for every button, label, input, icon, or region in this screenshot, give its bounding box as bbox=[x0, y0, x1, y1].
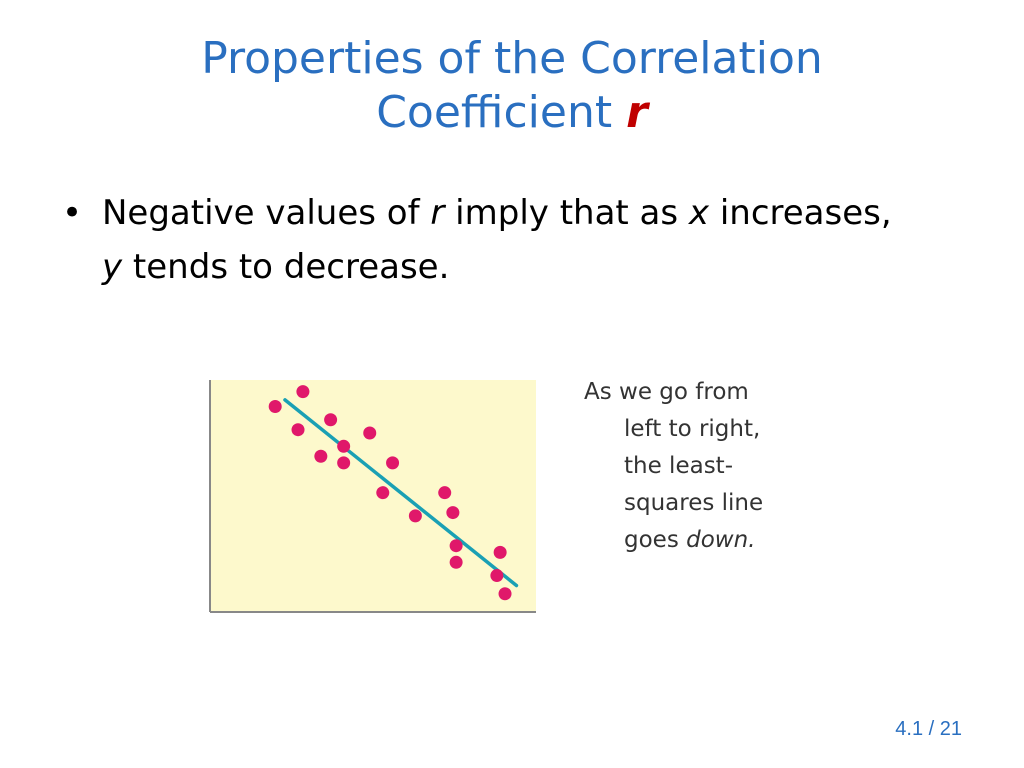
bullet-var-r: r bbox=[430, 193, 445, 233]
caption-line-2: left to right, bbox=[624, 416, 761, 442]
slide-number: 4.1 / 21 bbox=[895, 718, 962, 740]
caption-line-1: As we go from bbox=[584, 379, 749, 405]
title-line-1: Properties of the Correlation bbox=[201, 33, 823, 84]
caption-line-5-prefix: goes bbox=[624, 527, 687, 553]
bullet-var-x: x bbox=[688, 193, 710, 233]
data-point bbox=[490, 569, 504, 583]
scatter-plot bbox=[209, 380, 536, 613]
slide-title: Properties of the Correlation Coefficien… bbox=[0, 32, 1024, 140]
data-point bbox=[363, 426, 377, 440]
data-point bbox=[376, 486, 390, 500]
data-point bbox=[408, 509, 422, 523]
data-point bbox=[337, 439, 351, 453]
data-point bbox=[291, 423, 305, 437]
data-point bbox=[314, 449, 328, 463]
bullet-part-1: Negative values of bbox=[102, 193, 431, 233]
data-point bbox=[446, 506, 460, 520]
caption-line-5-italic: down. bbox=[686, 527, 756, 553]
bullet-dot-icon: • bbox=[62, 193, 83, 233]
bullet-text: Negative values of r imply that as x inc… bbox=[102, 186, 982, 294]
data-points bbox=[268, 385, 512, 601]
data-point bbox=[337, 456, 351, 470]
data-point bbox=[296, 385, 310, 399]
data-point bbox=[449, 555, 463, 569]
bullet-point: • Negative values of r imply that as x i… bbox=[62, 186, 982, 294]
caption-line-3: the least- bbox=[624, 453, 733, 479]
title-coefficient: Coefficient bbox=[376, 87, 613, 138]
caption-line-4: squares line bbox=[624, 490, 764, 516]
data-point bbox=[449, 539, 463, 553]
bullet-part-3: increases, bbox=[709, 193, 892, 233]
title-variable-r: r bbox=[626, 87, 648, 138]
data-point bbox=[498, 587, 512, 601]
data-point bbox=[268, 400, 282, 414]
data-point bbox=[438, 486, 452, 500]
data-point bbox=[493, 545, 507, 559]
data-point bbox=[324, 413, 338, 427]
bullet-part-4: tends to decrease. bbox=[122, 247, 450, 287]
regression-line bbox=[283, 398, 519, 588]
bullet-part-2: imply that as bbox=[444, 193, 689, 233]
figure-caption: As we go from left to right, the least- … bbox=[584, 374, 844, 559]
caption-line-5: goes down. bbox=[584, 522, 844, 559]
bullet-var-y: y bbox=[102, 247, 123, 287]
title-line-2: Coefficient r bbox=[0, 86, 1024, 140]
plot-background bbox=[210, 380, 536, 612]
data-point bbox=[386, 456, 400, 470]
